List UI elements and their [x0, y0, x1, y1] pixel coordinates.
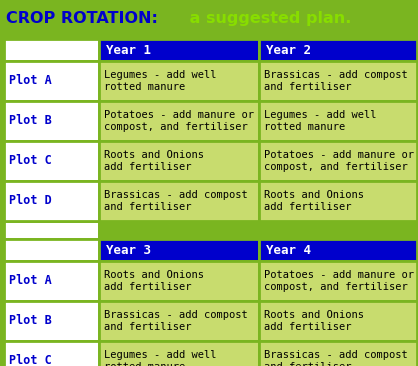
Bar [259, 261, 417, 301]
Bar [99, 301, 259, 341]
Bar [99, 261, 259, 301]
Bar [4, 341, 99, 366]
Text: Year 1: Year 1 [106, 44, 151, 56]
Text: Legumes - add well
rotted manure: Legumes - add well rotted manure [264, 110, 377, 132]
Text: Plot D: Plot D [9, 194, 52, 208]
Text: Plot B: Plot B [9, 314, 52, 328]
Text: Legumes - add well
rotted manure: Legumes - add well rotted manure [104, 70, 217, 92]
Text: Brassicas - add compost
and fertiliser: Brassicas - add compost and fertiliser [264, 350, 408, 366]
Bar [259, 39, 417, 61]
Bar [4, 61, 99, 101]
Bar [99, 221, 417, 239]
Bar [99, 239, 259, 261]
Text: Roots and Onions
add fertiliser: Roots and Onions add fertiliser [104, 270, 204, 292]
Bar [99, 39, 259, 61]
Text: Year 2: Year 2 [266, 44, 311, 56]
Bar [259, 141, 417, 181]
Text: Brassicas - add compost
and fertiliser: Brassicas - add compost and fertiliser [104, 190, 248, 212]
Bar [259, 301, 417, 341]
Text: Roots and Onions
add fertiliser: Roots and Onions add fertiliser [264, 310, 364, 332]
Text: Plot B: Plot B [9, 115, 52, 127]
Text: Brassicas - add compost
and fertiliser: Brassicas - add compost and fertiliser [104, 310, 248, 332]
Bar [99, 181, 259, 221]
Text: Plot A: Plot A [9, 274, 52, 288]
Text: Year 3: Year 3 [106, 243, 151, 257]
Text: a suggested plan.: a suggested plan. [184, 11, 352, 26]
Text: Year 4: Year 4 [266, 243, 311, 257]
Bar [99, 141, 259, 181]
Text: Roots and Onions
add fertiliser: Roots and Onions add fertiliser [264, 190, 364, 212]
Text: Potatoes - add manure or
compost, and fertiliser: Potatoes - add manure or compost, and fe… [264, 150, 414, 172]
Bar [259, 181, 417, 221]
Text: Roots and Onions
add fertiliser: Roots and Onions add fertiliser [104, 150, 204, 172]
Bar [99, 101, 259, 141]
Text: Legumes - add well
rotted manure: Legumes - add well rotted manure [104, 350, 217, 366]
Text: Plot C: Plot C [9, 355, 52, 366]
Bar [4, 141, 99, 181]
Text: Plot A: Plot A [9, 75, 52, 87]
Bar [259, 101, 417, 141]
Bar [4, 101, 99, 141]
Bar [4, 39, 99, 61]
Bar [4, 261, 99, 301]
Text: Potatoes - add manure or
compost, and fertiliser: Potatoes - add manure or compost, and fe… [264, 270, 414, 292]
Text: Plot C: Plot C [9, 154, 52, 168]
Bar [259, 341, 417, 366]
Text: CROP ROTATION:: CROP ROTATION: [6, 11, 158, 26]
Bar [259, 61, 417, 101]
Bar [4, 181, 99, 221]
Bar [99, 341, 259, 366]
Bar [259, 239, 417, 261]
Text: Brassicas - add compost
and fertiliser: Brassicas - add compost and fertiliser [264, 70, 408, 92]
Bar [99, 61, 259, 101]
Text: Potatoes - add manure or
compost, and fertiliser: Potatoes - add manure or compost, and fe… [104, 110, 254, 132]
Bar [4, 239, 99, 261]
Bar [4, 301, 99, 341]
Bar [4, 221, 99, 239]
